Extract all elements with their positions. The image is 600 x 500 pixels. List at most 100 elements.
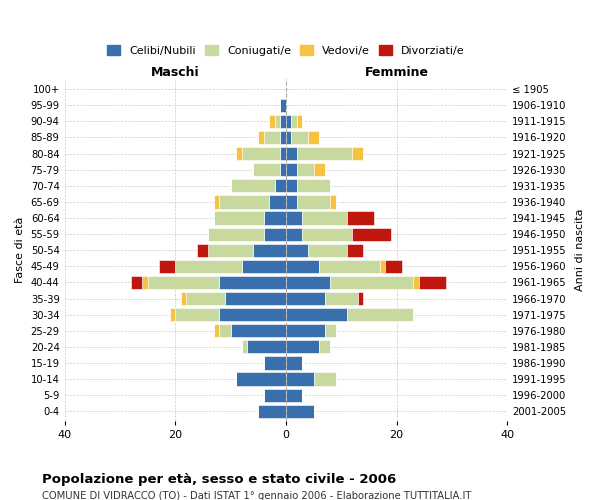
Bar: [347, 308, 413, 322]
Bar: [286, 147, 297, 160]
Bar: [352, 228, 391, 240]
Bar: [302, 212, 347, 224]
Bar: [325, 324, 335, 338]
Bar: [286, 388, 302, 402]
Bar: [275, 179, 286, 192]
Bar: [297, 115, 302, 128]
Bar: [186, 292, 225, 305]
Bar: [330, 276, 413, 289]
Bar: [236, 147, 242, 160]
Bar: [286, 276, 330, 289]
Bar: [280, 163, 286, 176]
Bar: [131, 276, 142, 289]
Bar: [380, 260, 385, 273]
Bar: [242, 340, 247, 353]
Bar: [220, 196, 269, 208]
Bar: [197, 244, 208, 257]
Bar: [225, 292, 286, 305]
Bar: [286, 404, 314, 418]
Bar: [314, 372, 335, 386]
Bar: [286, 308, 347, 322]
Bar: [175, 260, 242, 273]
Bar: [214, 196, 220, 208]
Bar: [292, 115, 297, 128]
Bar: [220, 308, 286, 322]
Bar: [319, 260, 380, 273]
Bar: [264, 228, 286, 240]
Bar: [280, 98, 286, 112]
Bar: [258, 131, 264, 144]
Bar: [330, 196, 335, 208]
Bar: [347, 244, 364, 257]
Bar: [297, 147, 352, 160]
Bar: [319, 340, 330, 353]
Bar: [286, 228, 302, 240]
Bar: [142, 276, 148, 289]
Bar: [286, 340, 319, 353]
Bar: [308, 131, 319, 144]
Bar: [230, 179, 275, 192]
Bar: [170, 308, 175, 322]
Bar: [269, 196, 286, 208]
Bar: [158, 260, 175, 273]
Bar: [352, 147, 364, 160]
Bar: [242, 260, 286, 273]
Bar: [148, 276, 220, 289]
Text: Popolazione per età, sesso e stato civile - 2006: Popolazione per età, sesso e stato civil…: [42, 472, 396, 486]
Bar: [220, 324, 230, 338]
Bar: [236, 372, 286, 386]
Bar: [208, 228, 264, 240]
Bar: [347, 212, 374, 224]
Text: Maschi: Maschi: [151, 66, 200, 78]
Text: Femmine: Femmine: [365, 66, 428, 78]
Bar: [413, 276, 419, 289]
Bar: [297, 179, 330, 192]
Y-axis label: Fasce di età: Fasce di età: [15, 217, 25, 284]
Bar: [264, 212, 286, 224]
Bar: [286, 163, 297, 176]
Bar: [253, 244, 286, 257]
Bar: [214, 212, 264, 224]
Bar: [308, 244, 347, 257]
Bar: [264, 388, 286, 402]
Bar: [286, 372, 314, 386]
Bar: [220, 276, 286, 289]
Bar: [280, 115, 286, 128]
Bar: [286, 260, 319, 273]
Bar: [297, 196, 330, 208]
Bar: [419, 276, 446, 289]
Text: COMUNE DI VIDRACCO (TO) - Dati ISTAT 1° gennaio 2006 - Elaborazione TUTTITALIA.I: COMUNE DI VIDRACCO (TO) - Dati ISTAT 1° …: [42, 491, 472, 500]
Bar: [385, 260, 402, 273]
Bar: [230, 324, 286, 338]
Bar: [286, 131, 292, 144]
Bar: [269, 115, 275, 128]
Bar: [297, 163, 314, 176]
Bar: [242, 147, 280, 160]
Bar: [358, 292, 364, 305]
Bar: [325, 292, 358, 305]
Bar: [175, 308, 220, 322]
Bar: [264, 356, 286, 370]
Bar: [247, 340, 286, 353]
Bar: [286, 196, 297, 208]
Bar: [280, 131, 286, 144]
Bar: [208, 244, 253, 257]
Bar: [181, 292, 186, 305]
Bar: [314, 163, 325, 176]
Bar: [286, 356, 302, 370]
Bar: [280, 147, 286, 160]
Bar: [286, 179, 297, 192]
Y-axis label: Anni di nascita: Anni di nascita: [575, 209, 585, 292]
Legend: Celibi/Nubili, Coniugati/e, Vedovi/e, Divorziati/e: Celibi/Nubili, Coniugati/e, Vedovi/e, Di…: [103, 40, 469, 60]
Bar: [286, 212, 302, 224]
Bar: [253, 163, 280, 176]
Bar: [275, 115, 280, 128]
Bar: [286, 324, 325, 338]
Bar: [264, 131, 280, 144]
Bar: [214, 324, 220, 338]
Bar: [286, 244, 308, 257]
Bar: [302, 228, 352, 240]
Bar: [286, 115, 292, 128]
Bar: [258, 404, 286, 418]
Bar: [292, 131, 308, 144]
